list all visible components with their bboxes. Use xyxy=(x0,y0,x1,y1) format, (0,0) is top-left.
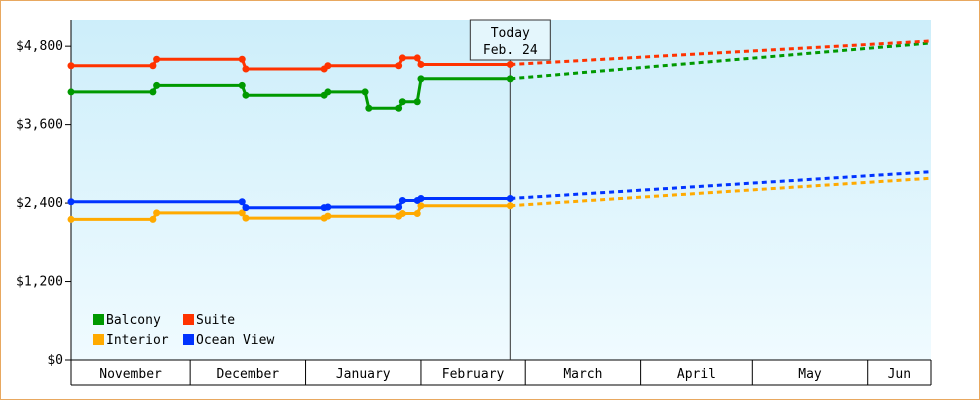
y-tick-label: $2,400 xyxy=(16,196,63,211)
month-label: May xyxy=(798,367,822,382)
month-label: January xyxy=(336,367,391,382)
data-point-interior xyxy=(506,202,514,210)
data-point-suite xyxy=(149,62,157,70)
data-point-interior xyxy=(67,215,75,223)
data-point-interior xyxy=(413,210,421,218)
data-point-ocean-view xyxy=(67,198,75,206)
data-point-ocean-view xyxy=(238,198,246,206)
month-label: December xyxy=(217,367,280,382)
data-point-balcony xyxy=(506,75,514,83)
month-label: April xyxy=(677,367,716,382)
data-point-suite xyxy=(324,62,332,70)
data-point-balcony xyxy=(417,75,425,83)
y-tick-label: $4,800 xyxy=(16,39,63,54)
legend-swatch-ocean-view xyxy=(183,334,194,345)
data-point-balcony xyxy=(361,88,369,96)
legend-label-balcony: Balcony xyxy=(106,313,161,328)
y-tick-label: $1,200 xyxy=(16,275,63,290)
data-point-interior xyxy=(149,215,157,223)
data-point-suite xyxy=(242,65,250,73)
month-label: November xyxy=(99,367,162,382)
series-forecast-ocean-view xyxy=(510,170,932,200)
series-forecast-balcony xyxy=(510,41,932,81)
data-point-ocean-view xyxy=(506,195,514,202)
today-label: Today xyxy=(491,26,530,41)
data-point-balcony xyxy=(324,88,332,96)
data-point-balcony xyxy=(413,98,421,106)
month-label: Jun xyxy=(888,367,911,382)
data-point-interior xyxy=(417,202,425,210)
series-lines xyxy=(67,39,932,223)
y-tick-label: $0 xyxy=(47,353,63,368)
data-point-suite xyxy=(398,54,406,62)
data-point-suite xyxy=(67,62,75,70)
data-point-suite xyxy=(238,55,246,63)
today-date-label: Feb. 24 xyxy=(483,43,538,58)
data-point-ocean-view xyxy=(417,195,425,202)
data-point-balcony xyxy=(398,98,406,106)
legend: Balcony Suite Interior Ocean View xyxy=(93,313,274,348)
series-forecast-interior xyxy=(510,176,932,208)
data-point-balcony xyxy=(238,81,246,89)
data-point-interior xyxy=(153,209,161,217)
series-forecast-suite xyxy=(510,39,932,66)
data-point-suite xyxy=(417,60,425,68)
today-box xyxy=(469,19,551,61)
month-label: February xyxy=(442,367,505,382)
axes: $0 $1,200 $2,400 $3,600 $4,800 November Decemb… xyxy=(16,20,932,386)
plot-background xyxy=(71,20,931,360)
data-point-interior xyxy=(242,214,250,222)
data-point-balcony xyxy=(395,104,403,112)
data-point-interior xyxy=(398,210,406,218)
data-point-ocean-view xyxy=(395,203,403,211)
data-point-interior xyxy=(324,212,332,220)
y-tick-label: $3,600 xyxy=(16,118,63,133)
legend-swatch-interior xyxy=(93,334,104,345)
data-point-ocean-view xyxy=(324,203,332,211)
legend-label-ocean-view: Ocean View xyxy=(196,333,274,348)
data-point-balcony xyxy=(149,88,157,96)
data-point-ocean-view xyxy=(242,204,250,212)
data-point-balcony xyxy=(365,104,373,112)
data-point-suite xyxy=(153,55,161,63)
data-point-ocean-view xyxy=(398,196,406,204)
legend-label-suite: Suite xyxy=(196,313,235,328)
month-label: March xyxy=(563,367,602,382)
legend-label-interior: Interior xyxy=(106,333,169,348)
data-point-balcony xyxy=(153,81,161,89)
data-point-balcony xyxy=(242,91,250,99)
legend-swatch-balcony xyxy=(93,314,104,325)
data-point-suite xyxy=(395,62,403,70)
legend-swatch-suite xyxy=(183,314,194,325)
data-point-suite xyxy=(413,54,421,62)
data-point-balcony xyxy=(67,88,75,96)
data-point-suite xyxy=(506,60,514,68)
data-point-interior xyxy=(238,209,246,217)
today-marker: Today Feb. 24 xyxy=(469,19,551,360)
